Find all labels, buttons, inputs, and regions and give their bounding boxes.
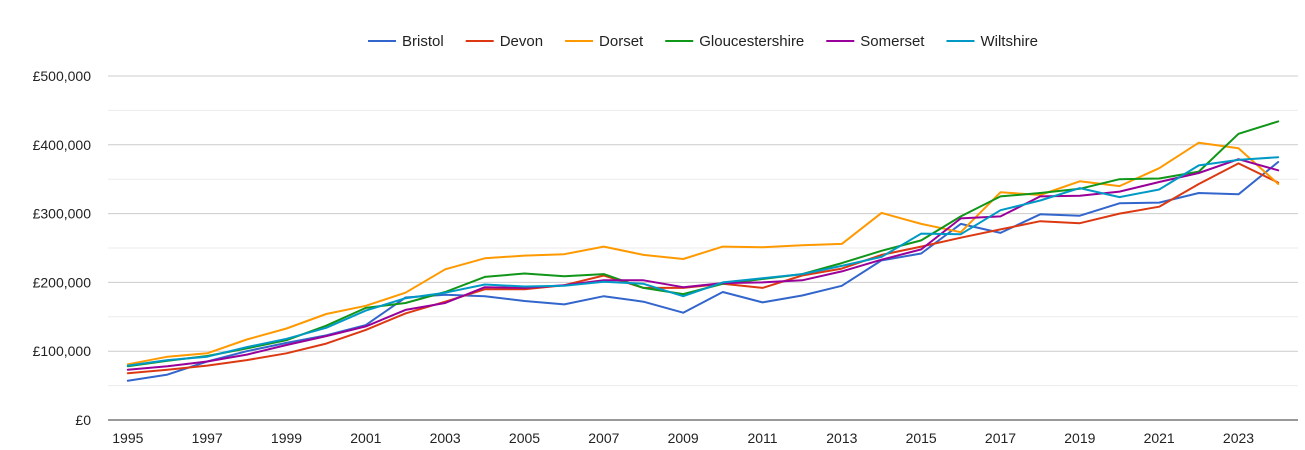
legend-label: Devon — [500, 33, 543, 50]
y-tick-label: £400,000 — [33, 137, 92, 153]
x-tick-label: 2003 — [430, 430, 461, 446]
x-tick-label: 2007 — [588, 430, 619, 446]
x-tick-label: 2015 — [906, 430, 937, 446]
x-tick-label: 1997 — [192, 430, 223, 446]
grid-lines — [108, 75, 1298, 421]
y-tick-label: £500,000 — [33, 68, 92, 84]
legend-label: Wiltshire — [980, 33, 1038, 50]
legend-label: Bristol — [402, 33, 444, 50]
y-tick-label: £100,000 — [33, 343, 92, 359]
y-tick-label: £300,000 — [33, 206, 92, 222]
series-line-gloucestershire — [126, 120, 1280, 368]
legend-item-somerset[interactable]: Somerset — [826, 33, 925, 50]
x-tick-label: 2019 — [1064, 430, 1095, 446]
x-tick-label: 2005 — [509, 430, 540, 446]
x-tick-label: 2013 — [826, 430, 857, 446]
x-tick-label: 2011 — [747, 430, 777, 446]
x-tick-label: 1999 — [271, 430, 302, 446]
legend-item-wiltshire[interactable]: Wiltshire — [946, 33, 1038, 50]
legend-item-bristol[interactable]: Bristol — [368, 33, 444, 50]
x-tick-label: 2021 — [1144, 430, 1175, 446]
chart-legend: Bristol Devon Dorset Gloucestershire Somerse… — [368, 33, 1038, 50]
legend-label: Gloucestershire — [699, 33, 804, 50]
x-tick-label: 2017 — [985, 430, 1016, 446]
x-tick-label: 2023 — [1223, 430, 1254, 446]
series-line-wiltshire — [126, 156, 1280, 367]
x-axis: 1995 1997 1999 2001 2003 2005 2007 2009 2011 2013… — [112, 430, 1254, 446]
x-tick-label: 2001 — [350, 430, 381, 446]
y-tick-label: £0 — [75, 412, 91, 428]
y-tick-label: £200,000 — [33, 274, 92, 290]
x-tick-label: 2009 — [668, 430, 699, 446]
series-line-somerset — [126, 158, 1280, 371]
legend-label: Somerset — [860, 33, 925, 50]
x-tick-label: 1995 — [112, 430, 143, 446]
legend-item-devon[interactable]: Devon — [465, 33, 543, 50]
plot-area — [126, 120, 1280, 382]
legend-item-dorset[interactable]: Dorset — [565, 33, 644, 50]
y-axis: £0 £100,000 £200,000 £300,000 £400,000 £500,0… — [33, 68, 92, 428]
legend-label: Dorset — [599, 33, 644, 50]
series-line-dorset — [126, 141, 1280, 366]
legend-item-gloucestershire[interactable]: Gloucestershire — [665, 33, 804, 50]
